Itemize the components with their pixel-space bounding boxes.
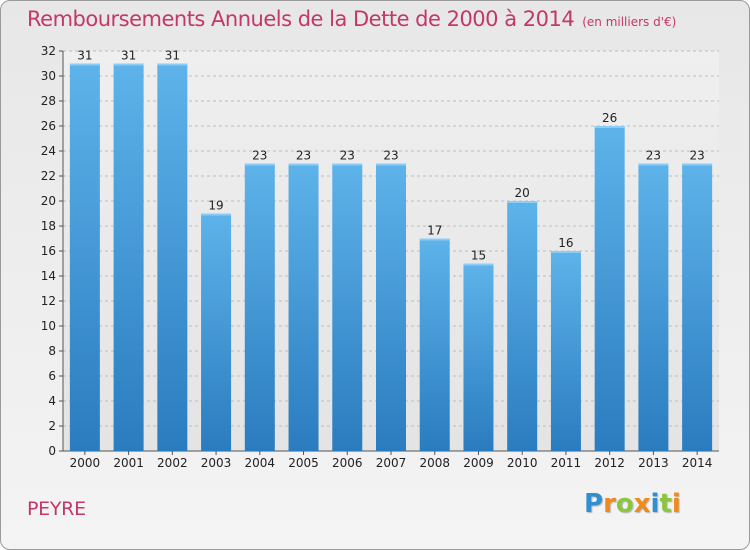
data-label: 23 xyxy=(383,149,398,163)
x-tick-label: 2000 xyxy=(70,456,101,470)
y-tick-label: 24 xyxy=(41,144,56,158)
x-tick-label: 2001 xyxy=(113,456,144,470)
x-tick-label: 2009 xyxy=(463,456,494,470)
commune-name: PEYRE xyxy=(27,498,86,520)
data-label: 19 xyxy=(208,199,223,213)
data-label: 23 xyxy=(646,149,661,163)
x-tick-label: 2003 xyxy=(201,456,232,470)
x-tick-label: 2002 xyxy=(157,456,188,470)
y-tick-label: 8 xyxy=(48,344,56,358)
x-tick-label: 2011 xyxy=(551,456,582,470)
bar xyxy=(113,63,144,451)
data-label: 31 xyxy=(121,49,136,63)
bar-highlight xyxy=(463,263,494,266)
bar-highlight xyxy=(157,63,188,66)
y-tick-label: 20 xyxy=(41,194,56,208)
data-label: 26 xyxy=(602,111,617,125)
y-tick-label: 16 xyxy=(41,244,56,258)
data-label: 31 xyxy=(165,49,180,63)
data-label: 16 xyxy=(558,236,573,250)
x-tick-label: 2014 xyxy=(682,456,713,470)
y-tick-label: 26 xyxy=(41,119,56,133)
bar-highlight xyxy=(113,63,144,66)
bar xyxy=(69,63,100,451)
bar-highlight xyxy=(332,163,363,166)
chart-title-text: Remboursements Annuels de la Dette de 20… xyxy=(27,7,575,31)
bar-highlight xyxy=(69,63,100,66)
logo-letter: r xyxy=(603,489,616,519)
x-tick-label: 2010 xyxy=(507,456,538,470)
bar-highlight xyxy=(288,163,319,166)
x-tick-label: 2012 xyxy=(594,456,625,470)
proxiti-logo: Proxiti xyxy=(584,489,681,519)
x-tick-label: 2013 xyxy=(638,456,669,470)
y-tick-label: 22 xyxy=(41,169,56,183)
bar xyxy=(507,201,538,451)
logo-letter: o xyxy=(615,489,634,519)
data-label: 15 xyxy=(471,249,486,263)
data-label: 17 xyxy=(427,224,442,238)
bar xyxy=(463,263,494,451)
chart-title: Remboursements Annuels de la Dette de 20… xyxy=(27,7,676,31)
y-tick-label: 18 xyxy=(41,219,56,233)
bar-highlight xyxy=(419,238,450,241)
y-tick-label: 12 xyxy=(41,294,56,308)
x-tick-label: 2005 xyxy=(288,456,319,470)
bar-highlight xyxy=(244,163,275,166)
bar xyxy=(550,251,581,451)
data-label: 23 xyxy=(296,149,311,163)
data-label: 31 xyxy=(77,49,92,63)
bar xyxy=(376,163,406,451)
y-tick-label: 14 xyxy=(41,269,56,283)
bar-highlight xyxy=(376,163,406,166)
y-tick-label: 32 xyxy=(41,44,56,58)
bar xyxy=(201,213,232,451)
bar xyxy=(157,63,188,451)
x-tick-label: 2006 xyxy=(332,456,363,470)
data-label: 23 xyxy=(689,149,704,163)
logo-letter: i xyxy=(671,489,681,519)
y-tick-label: 0 xyxy=(48,444,56,458)
x-tick-label: 2008 xyxy=(419,456,450,470)
data-label: 23 xyxy=(340,149,355,163)
logo-letter: i xyxy=(650,489,660,519)
y-tick-label: 10 xyxy=(41,319,56,333)
x-tick-label: 2004 xyxy=(245,456,276,470)
bar xyxy=(638,163,669,451)
logo-letter: x xyxy=(633,489,651,519)
bar xyxy=(682,163,713,451)
bar xyxy=(244,163,275,451)
chart-subtitle: (en milliers d'€) xyxy=(582,15,677,29)
y-tick-label: 28 xyxy=(41,94,56,108)
y-tick-label: 6 xyxy=(48,369,56,383)
bar xyxy=(419,238,450,451)
y-tick-label: 30 xyxy=(41,69,56,83)
bar-highlight xyxy=(638,163,669,166)
bar xyxy=(332,163,363,451)
bar-highlight xyxy=(550,251,581,253)
y-tick-label: 4 xyxy=(48,394,56,408)
bar-highlight xyxy=(594,126,625,128)
y-tick-label: 2 xyxy=(48,419,56,433)
bar xyxy=(288,163,319,451)
bar-highlight xyxy=(201,213,232,216)
data-label: 23 xyxy=(252,149,267,163)
logo-letter: t xyxy=(659,489,672,519)
bar-highlight xyxy=(682,163,713,166)
bar xyxy=(594,126,625,451)
x-tick-label: 2007 xyxy=(376,456,407,470)
data-label: 20 xyxy=(515,186,530,200)
bar-highlight xyxy=(507,201,538,203)
logo-letter: P xyxy=(584,489,604,519)
